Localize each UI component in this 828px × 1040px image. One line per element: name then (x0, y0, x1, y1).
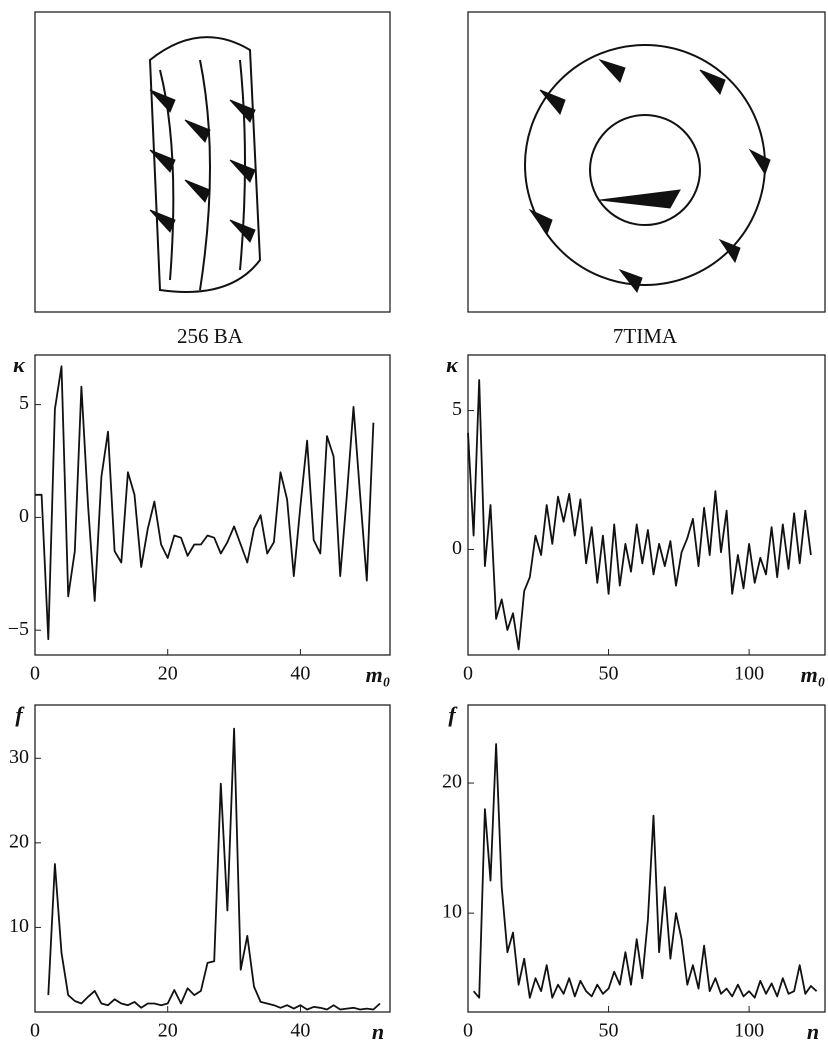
x-tick-label: 50 (599, 663, 619, 685)
y-axis-label: f (15, 702, 25, 727)
y-tick-label: 5 (19, 392, 29, 414)
x-tick-label: 0 (463, 663, 473, 685)
y-axis-label: κ (13, 352, 26, 377)
y-tick-label: 20 (442, 771, 462, 793)
y-tick-label: 30 (9, 746, 29, 768)
plot-frame (467, 704, 826, 1013)
x-axis-label: m₀ (801, 662, 826, 687)
y-tick-label: 10 (442, 901, 462, 923)
y-tick-label: 10 (9, 915, 29, 937)
data-line (47, 727, 381, 1011)
y-tick-label: 5 (452, 398, 462, 420)
y-axis-label: f (448, 702, 458, 727)
x-tick-label: 0 (30, 663, 40, 685)
y-tick-label: 0 (452, 537, 462, 559)
x-tick-label: 40 (290, 1020, 310, 1040)
image-caption: 256 BA (177, 324, 244, 348)
x-tick-label: 0 (463, 1020, 473, 1040)
data-line (472, 743, 818, 999)
x-tick-label: 50 (599, 1020, 619, 1040)
y-tick-label: 20 (9, 830, 29, 852)
x-axis-label: n (807, 1019, 819, 1040)
y-tick-label: 0 (19, 505, 29, 527)
image-frame (467, 11, 826, 313)
x-tick-label: 0 (30, 1020, 40, 1040)
protein-image (148, 36, 262, 293)
x-tick-label: 100 (734, 1020, 764, 1040)
image-caption: 7TIMA (613, 324, 678, 348)
image-frame (34, 11, 391, 313)
x-tick-label: 20 (158, 663, 178, 685)
data-line (35, 365, 375, 641)
y-tick-label: −5 (8, 618, 29, 640)
x-tick-label: 20 (158, 1020, 178, 1040)
protein-image (524, 44, 771, 294)
x-tick-label: 100 (734, 663, 764, 685)
x-axis-label: m₀ (366, 662, 391, 687)
plot-frame (34, 354, 391, 656)
plot-frame (34, 704, 391, 1013)
y-axis-label: κ (446, 352, 459, 377)
x-axis-label: n (372, 1019, 384, 1040)
x-tick-label: 40 (290, 663, 310, 685)
data-line (467, 379, 812, 651)
plot-frame (467, 354, 826, 656)
